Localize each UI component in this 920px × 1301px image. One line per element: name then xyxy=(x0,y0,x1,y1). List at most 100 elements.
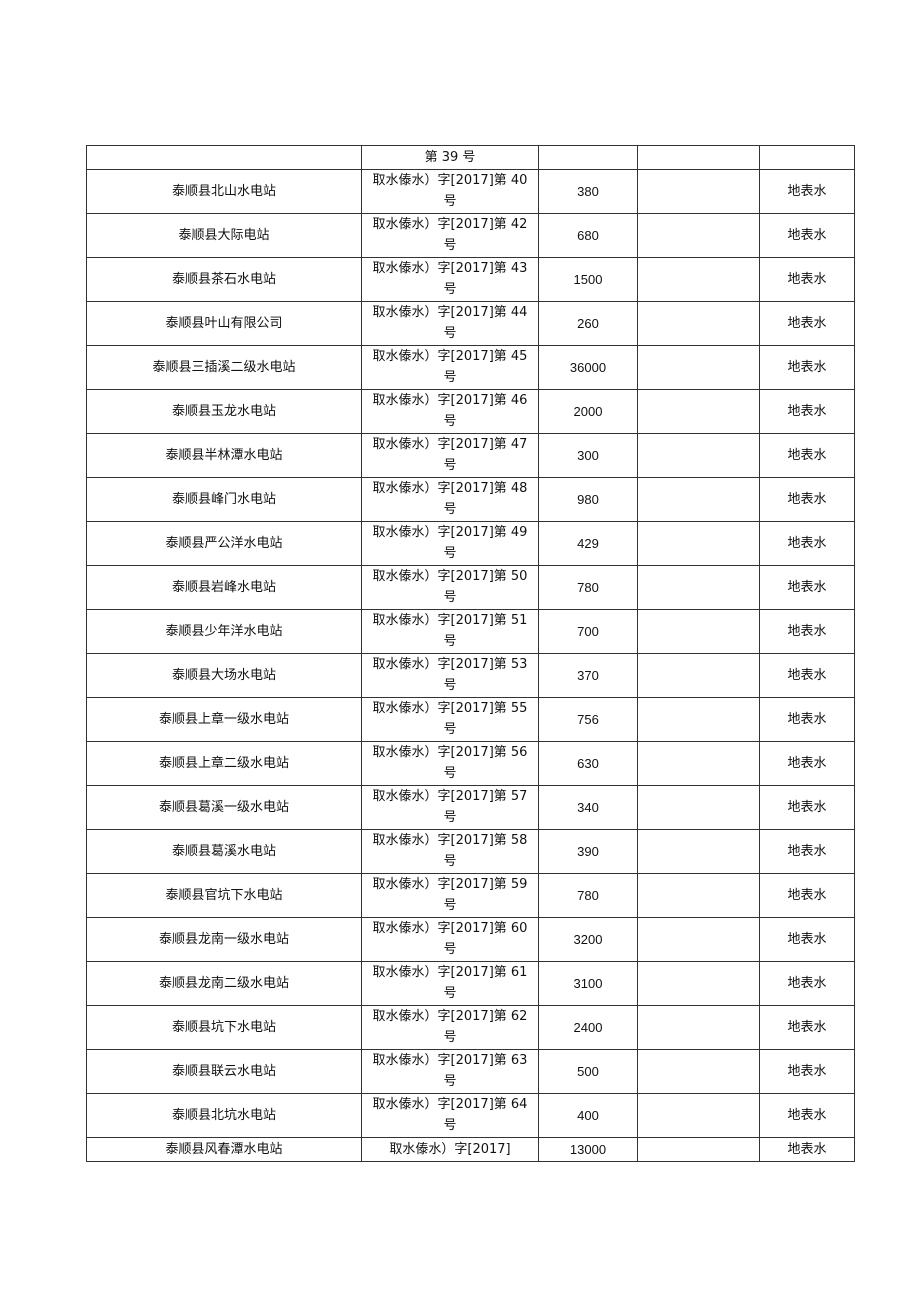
water-source-cell xyxy=(759,145,855,170)
water-source-cell: 地表水 xyxy=(759,917,855,962)
amount-cell: 429 xyxy=(538,521,638,566)
station-name-cell: 泰顺县岩峰水电站 xyxy=(86,565,362,610)
permit-number-cell: 取水傣水）字[2017]第 50 号 xyxy=(361,565,539,610)
table-row: 泰顺县北山水电站 取水傣水）字[2017]第 40 号 380 地表水 xyxy=(86,169,855,214)
table-row: 泰顺县大场水电站 取水傣水）字[2017]第 53 号 370 地表水 xyxy=(86,653,855,698)
water-source-cell: 地表水 xyxy=(759,389,855,434)
amount-cell: 3100 xyxy=(538,961,638,1006)
note-cell xyxy=(637,213,760,258)
water-source-cell: 地表水 xyxy=(759,741,855,786)
water-source-cell: 地表水 xyxy=(759,873,855,918)
table-row: 泰顺县风春潭水电站 取水傣水）字[2017] 13000 地表水 xyxy=(86,1137,855,1162)
note-cell xyxy=(637,697,760,742)
station-name-cell: 泰顺县峰门水电站 xyxy=(86,477,362,522)
permit-number-cell: 取水傣水）字[2017]第 45 号 xyxy=(361,345,539,390)
water-source-cell: 地表水 xyxy=(759,785,855,830)
note-cell xyxy=(637,389,760,434)
amount-cell: 2000 xyxy=(538,389,638,434)
water-source-cell: 地表水 xyxy=(759,433,855,478)
note-cell xyxy=(637,609,760,654)
amount-cell: 400 xyxy=(538,1093,638,1138)
table-row: 泰顺县葛溪一级水电站 取水傣水）字[2017]第 57 号 340 地表水 xyxy=(86,785,855,830)
table-row: 泰顺县坑下水电站 取水傣水）字[2017]第 62 号 2400 地表水 xyxy=(86,1005,855,1050)
amount-cell: 500 xyxy=(538,1049,638,1094)
note-cell xyxy=(637,169,760,214)
water-source-cell: 地表水 xyxy=(759,1137,855,1162)
amount-cell: 13000 xyxy=(538,1137,638,1162)
permit-number-cell: 取水傣水）字[2017]第 53 号 xyxy=(361,653,539,698)
station-name-cell: 泰顺县龙南二级水电站 xyxy=(86,961,362,1006)
amount-cell: 1500 xyxy=(538,257,638,302)
station-name-cell: 泰顺县上章一级水电站 xyxy=(86,697,362,742)
amount-cell: 756 xyxy=(538,697,638,742)
note-cell xyxy=(637,301,760,346)
amount-cell: 380 xyxy=(538,169,638,214)
note-cell xyxy=(637,785,760,830)
table-body: 第 39 号泰顺县北山水电站 取水傣水）字[2017]第 40 号 380 地表水 泰顺… xyxy=(86,145,855,1162)
note-cell xyxy=(637,345,760,390)
permit-number-cell: 取水傣水）字[2017]第 49 号 xyxy=(361,521,539,566)
permit-number-cell: 取水傣水）字[2017]第 48 号 xyxy=(361,477,539,522)
amount-cell: 36000 xyxy=(538,345,638,390)
amount-cell: 2400 xyxy=(538,1005,638,1050)
permit-number-cell: 取水傣水）字[2017]第 40 号 xyxy=(361,169,539,214)
note-cell xyxy=(637,257,760,302)
note-cell xyxy=(637,873,760,918)
table-row: 泰顺县官坑下水电站 取水傣水）字[2017]第 59 号 780 地表水 xyxy=(86,873,855,918)
amount-cell: 300 xyxy=(538,433,638,478)
permit-number-cell: 取水傣水）字[2017]第 56 号 xyxy=(361,741,539,786)
table-row: 泰顺县茶石水电站 取水傣水）字[2017]第 43 号 1500 地表水 xyxy=(86,257,855,302)
water-source-cell: 地表水 xyxy=(759,213,855,258)
water-source-cell: 地表水 xyxy=(759,1049,855,1094)
station-name-cell: 泰顺县大场水电站 xyxy=(86,653,362,698)
table-row: 泰顺县大际电站 取水傣水）字[2017]第 42 号 680 地表水 xyxy=(86,213,855,258)
water-source-cell: 地表水 xyxy=(759,653,855,698)
permit-number-cell: 取水傣水）字[2017]第 62 号 xyxy=(361,1005,539,1050)
table-row: 泰顺县葛溪水电站 取水傣水）字[2017]第 58 号 390 地表水 xyxy=(86,829,855,874)
note-cell xyxy=(637,565,760,610)
water-source-cell: 地表水 xyxy=(759,169,855,214)
amount-cell: 780 xyxy=(538,565,638,610)
amount-cell: 700 xyxy=(538,609,638,654)
station-name-cell: 泰顺县大际电站 xyxy=(86,213,362,258)
station-name-cell: 泰顺县玉龙水电站 xyxy=(86,389,362,434)
permit-number-cell: 第 39 号 xyxy=(361,145,539,170)
water-source-cell: 地表水 xyxy=(759,609,855,654)
table-row: 泰顺县峰门水电站 取水傣水）字[2017]第 48 号 980 地表水 xyxy=(86,477,855,522)
table-row: 泰顺县上章一级水电站 取水傣水）字[2017]第 55 号 756 地表水 xyxy=(86,697,855,742)
amount-cell: 260 xyxy=(538,301,638,346)
note-cell xyxy=(637,961,760,1006)
amount-cell: 980 xyxy=(538,477,638,522)
note-cell xyxy=(637,1049,760,1094)
table-row: 泰顺县少年洋水电站 取水傣水）字[2017]第 51 号 700 地表水 xyxy=(86,609,855,654)
note-cell xyxy=(637,1005,760,1050)
table-row: 泰顺县龙南二级水电站 取水傣水）字[2017]第 61 号 3100 地表水 xyxy=(86,961,855,1006)
permit-number-cell: 取水傣水）字[2017]第 55 号 xyxy=(361,697,539,742)
water-source-cell: 地表水 xyxy=(759,345,855,390)
station-name-cell: 泰顺县风春潭水电站 xyxy=(86,1137,362,1162)
amount-cell: 390 xyxy=(538,829,638,874)
amount-cell: 780 xyxy=(538,873,638,918)
permit-number-cell: 取水傣水）字[2017]第 47 号 xyxy=(361,433,539,478)
note-cell xyxy=(637,1093,760,1138)
station-name-cell: 泰顺县三插溪二级水电站 xyxy=(86,345,362,390)
table-row: 泰顺县叶山有限公司 取水傣水）字[2017]第 44 号 260 地表水 xyxy=(86,301,855,346)
permit-number-cell: 取水傣水）字[2017]第 63 号 xyxy=(361,1049,539,1094)
table-row: 第 39 号 xyxy=(86,145,855,170)
table-row: 泰顺县上章二级水电站 取水傣水）字[2017]第 56 号 630 地表水 xyxy=(86,741,855,786)
permit-number-cell: 取水傣水）字[2017]第 60 号 xyxy=(361,917,539,962)
note-cell xyxy=(637,917,760,962)
station-name-cell: 泰顺县葛溪水电站 xyxy=(86,829,362,874)
permit-number-cell: 取水傣水）字[2017]第 59 号 xyxy=(361,873,539,918)
table-row: 泰顺县三插溪二级水电站 取水傣水）字[2017]第 45 号 36000 地表水 xyxy=(86,345,855,390)
note-cell xyxy=(637,1137,760,1162)
station-name-cell: 泰顺县叶山有限公司 xyxy=(86,301,362,346)
table-row: 泰顺县岩峰水电站 取水傣水）字[2017]第 50 号 780 地表水 xyxy=(86,565,855,610)
station-name-cell: 泰顺县北坑水电站 xyxy=(86,1093,362,1138)
water-source-cell: 地表水 xyxy=(759,565,855,610)
amount-cell: 3200 xyxy=(538,917,638,962)
amount-cell: 680 xyxy=(538,213,638,258)
permit-number-cell: 取水傣水）字[2017]第 61 号 xyxy=(361,961,539,1006)
note-cell xyxy=(637,653,760,698)
table-row: 泰顺县北坑水电站 取水傣水）字[2017]第 64 号 400 地表水 xyxy=(86,1093,855,1138)
